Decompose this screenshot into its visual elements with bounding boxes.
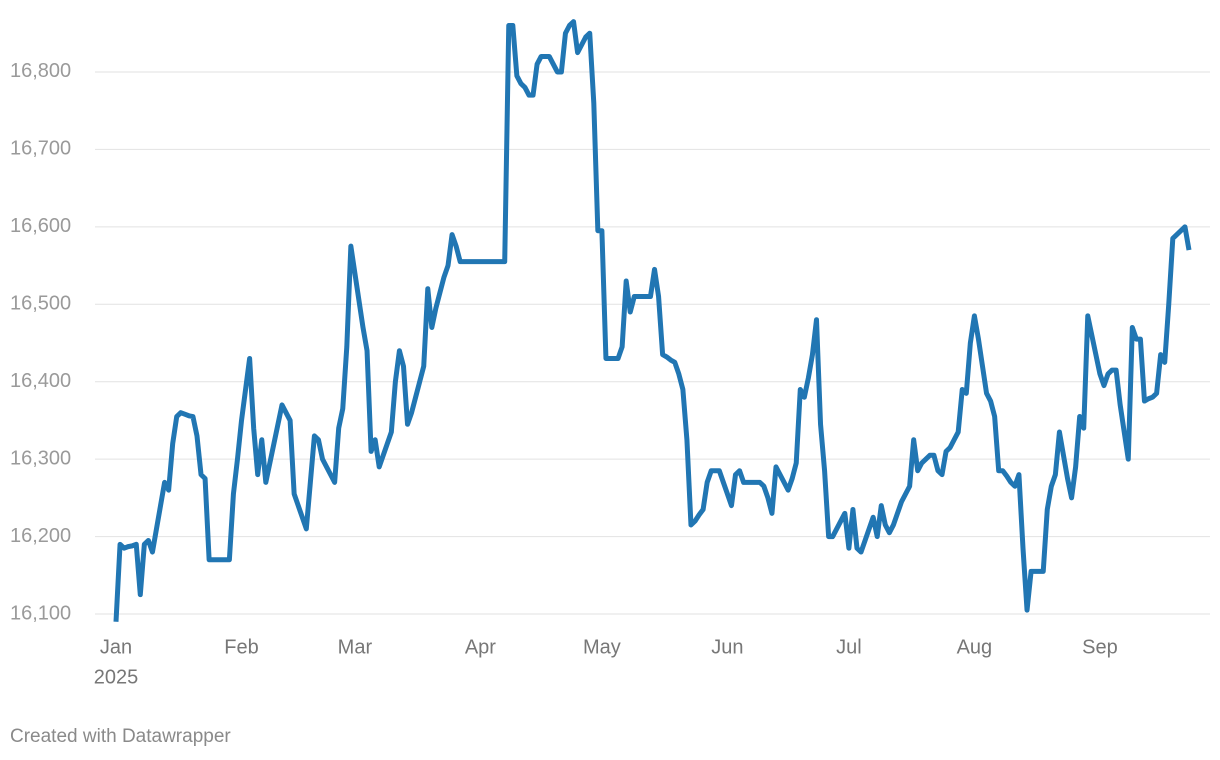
x-tick-label: Feb [224,636,258,658]
y-tick-label: 16,700 [10,138,71,160]
y-tick-label: 16,600 [10,215,71,237]
x-tick-label: Jun [711,636,743,658]
x-tick-label: Jul [836,636,862,658]
y-tick-label: 16,200 [10,525,71,547]
footer: Created with Datawrapper [10,726,231,747]
y-tick-label: 16,500 [10,293,71,315]
x-year-label: 2025 [94,666,139,688]
y-tick-label: 16,800 [10,60,71,82]
x-tick-label: Mar [338,636,373,658]
x-tick-label: Aug [957,636,993,658]
y-tick-label: 16,400 [10,370,71,392]
x-tick-label: Jan [100,636,132,658]
y-tick-label: 16,300 [10,447,71,469]
y-tick-label: 16,100 [10,602,71,624]
x-tick-label: May [583,636,621,658]
x-tick-label: Apr [465,636,496,658]
x-tick-label: Sep [1082,636,1118,658]
line [113,19,1192,622]
